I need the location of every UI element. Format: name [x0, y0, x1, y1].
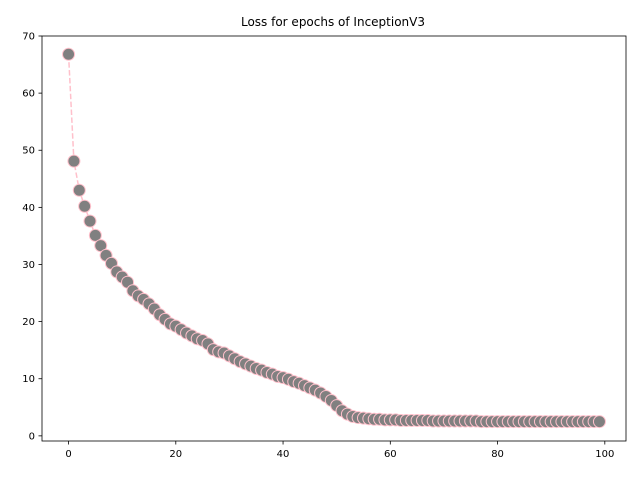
- y-tick-label: 60: [22, 89, 35, 100]
- y-tick-label: 70: [22, 32, 35, 43]
- x-tick-label: 0: [65, 449, 71, 460]
- axes-frame: [41, 35, 627, 442]
- x-tick-label: 80: [491, 449, 504, 460]
- y-tick-label: 50: [22, 146, 35, 157]
- data-point: [62, 47, 76, 61]
- y-tick-label: 10: [22, 374, 35, 385]
- y-tick-label: 40: [22, 203, 35, 214]
- x-tick-label: 60: [384, 449, 397, 460]
- data-point: [83, 214, 97, 228]
- x-tick-label: 20: [169, 449, 182, 460]
- y-tick-label: 20: [22, 317, 35, 328]
- x-tick-label: 100: [595, 449, 614, 460]
- y-tick-label: 30: [22, 260, 35, 271]
- data-point: [78, 199, 92, 213]
- y-tick-label: 0: [29, 431, 35, 442]
- data-point: [67, 154, 81, 168]
- chart-title: Loss for epochs of InceptionV3: [241, 15, 425, 29]
- plot-area: 0 20 40 60 80 100 0 10 20 30 40 50 60 70: [22, 32, 614, 461]
- x-tick-label: 40: [277, 449, 290, 460]
- data-point: [94, 239, 108, 253]
- data-point: [72, 183, 86, 197]
- data-point: [88, 228, 102, 242]
- data-point: [592, 415, 606, 429]
